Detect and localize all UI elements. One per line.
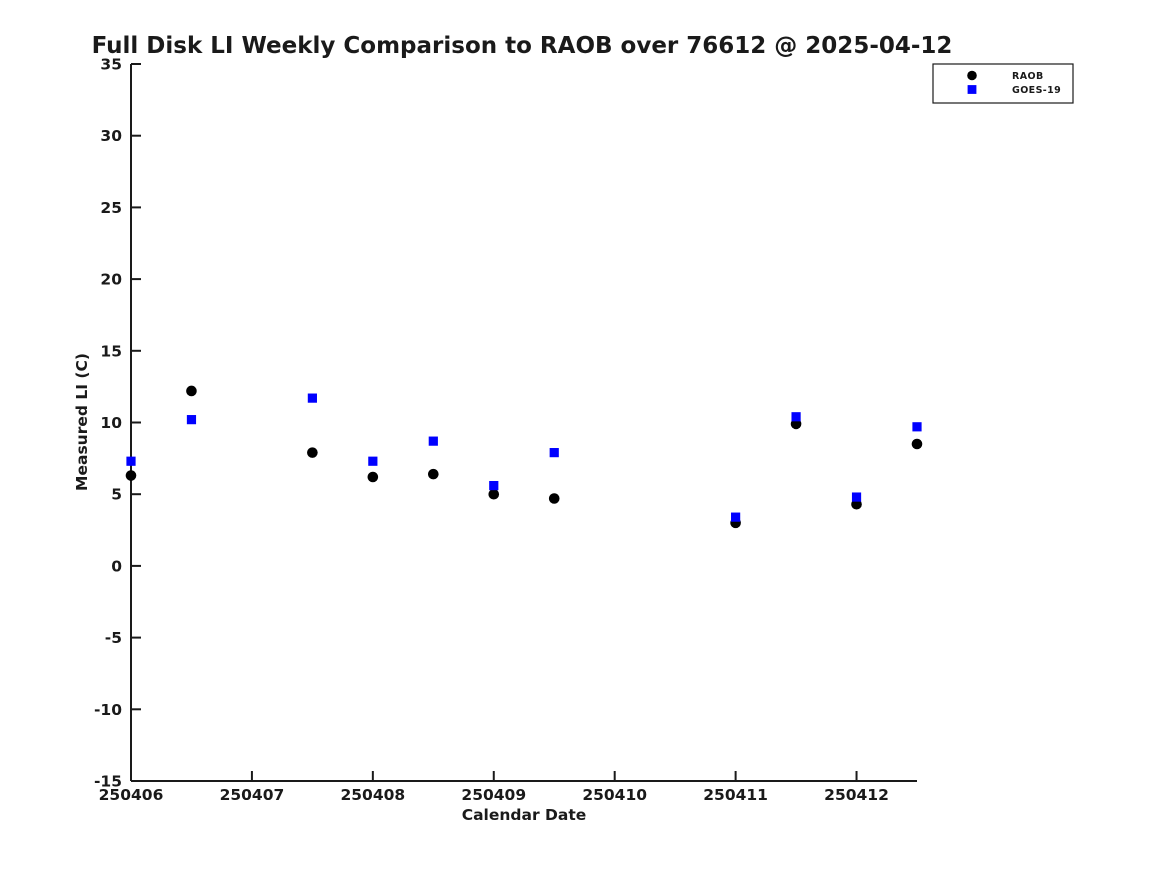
y-axis-label: Measured LI (C) [73, 353, 91, 491]
x-axis-label: Calendar Date [462, 806, 587, 824]
data-point-goes-19 [549, 448, 559, 458]
data-point-raob [428, 468, 439, 480]
data-point-goes-19 [126, 456, 136, 466]
y-tick-label: 25 [100, 199, 122, 217]
data-point-raob [307, 447, 318, 458]
legend-box [932, 63, 1074, 104]
x-tick-label: 250408 [340, 786, 405, 804]
x-tick-label: 250409 [461, 786, 526, 804]
data-point-goes-19 [791, 412, 801, 422]
y-tick-label: 0 [111, 557, 122, 575]
data-point-goes-19 [307, 393, 317, 403]
data-point-goes-19 [851, 492, 862, 502]
y-tick-label: -10 [94, 701, 122, 719]
legend-marker-square-icon [967, 85, 977, 94]
x-tick-label: 250410 [582, 786, 647, 804]
data-point-goes-19 [489, 480, 499, 491]
data-point-goes-19 [428, 436, 438, 446]
data-point-goes-19 [912, 422, 922, 432]
data-point-raob [911, 438, 923, 450]
x-tick-label: 250407 [220, 786, 285, 804]
legend-marker-circle-icon [967, 70, 977, 81]
data-point-raob [125, 470, 137, 481]
y-tick-label: 30 [100, 127, 122, 145]
axes: -15 -10 -5 0 5 10 15 20 25 30 35 250406 250407 250408… [94, 56, 917, 804]
y-tick-label: -15 [94, 773, 122, 791]
legend-label-raob: RAOB [1012, 71, 1044, 82]
data-point-raob [488, 488, 500, 500]
y-tick-label: -5 [105, 629, 122, 647]
data-point-goes-19 [186, 415, 197, 425]
x-tick-label: 250412 [824, 786, 889, 804]
data-points [125, 385, 923, 529]
data-point-raob [548, 493, 560, 504]
data-point-raob [186, 385, 197, 397]
legend: RAOB GOES-19 [932, 63, 1074, 104]
y-tick-label: 20 [100, 271, 122, 289]
y-tick-label: 5 [111, 486, 122, 504]
data-point-raob [367, 471, 379, 483]
y-tick-label: 15 [100, 342, 122, 360]
x-tick-label: 250411 [703, 786, 768, 804]
chart-title: Full Disk LI Weekly Comparison to RAOB o… [92, 33, 953, 59]
data-point-goes-19 [368, 456, 378, 466]
data-point-goes-19 [731, 512, 741, 522]
x-tick-label: 250406 [99, 786, 164, 804]
y-tick-label: 35 [100, 56, 122, 74]
y-tick-label: 10 [100, 414, 122, 432]
legend-label-goes-19: GOES-19 [1012, 85, 1061, 96]
